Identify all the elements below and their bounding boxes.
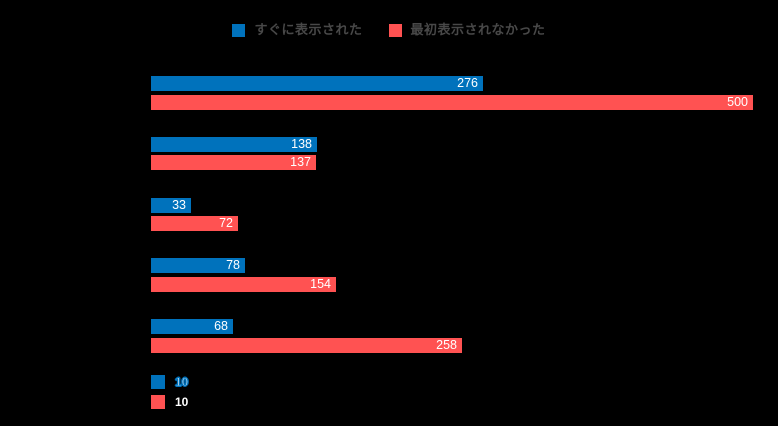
legend-swatch-blue <box>232 23 246 37</box>
bar-group5-series1: 68 <box>151 319 233 334</box>
chart-legend: すぐに表示された 最初表示されなかった <box>0 23 778 37</box>
footer-legend-item-1: 10 <box>151 375 189 390</box>
footer-legend-item-2: 10 <box>151 395 188 409</box>
bar-value-label: 154 <box>310 277 331 291</box>
bar-group1-series1: 276 <box>151 76 483 91</box>
legend-label-series-1: すぐに表示された <box>254 22 363 37</box>
bar-group2-series2: 137 <box>151 155 316 170</box>
footer-swatch-blue <box>151 375 165 389</box>
bar-group1-series2: 500 <box>151 95 753 110</box>
bar-group5-series2: 258 <box>151 338 462 353</box>
bar-group4-series1: 78 <box>151 258 245 273</box>
bar-value-label: 68 <box>214 319 228 333</box>
bar-group4-series2: 154 <box>151 277 336 292</box>
bar-group3-series2: 72 <box>151 216 238 231</box>
legend-item-series-1: すぐに表示された <box>232 23 362 37</box>
footer-legend-label-2: 10 <box>175 395 189 409</box>
bar-value-label: 137 <box>290 155 311 169</box>
legend-swatch-red <box>388 23 402 37</box>
bar-group2-series1: 138 <box>151 137 317 152</box>
footer-legend-label-1: 10 <box>174 375 189 390</box>
bar-value-label: 72 <box>219 216 233 230</box>
footer-legend: 10 10 <box>151 375 189 409</box>
bar-value-label: 258 <box>436 338 457 352</box>
bar-group3-series1: 33 <box>151 198 191 213</box>
bar-value-label: 78 <box>226 258 240 272</box>
footer-swatch-red <box>151 395 165 409</box>
legend-label-series-2: 最初表示されなかった <box>410 22 546 37</box>
bar-value-label: 276 <box>457 76 478 90</box>
legend-item-series-2: 最初表示されなかった <box>388 22 546 37</box>
bar-value-label: 33 <box>172 198 186 212</box>
bar-value-label: 138 <box>291 137 312 151</box>
bar-value-label: 500 <box>727 95 748 109</box>
